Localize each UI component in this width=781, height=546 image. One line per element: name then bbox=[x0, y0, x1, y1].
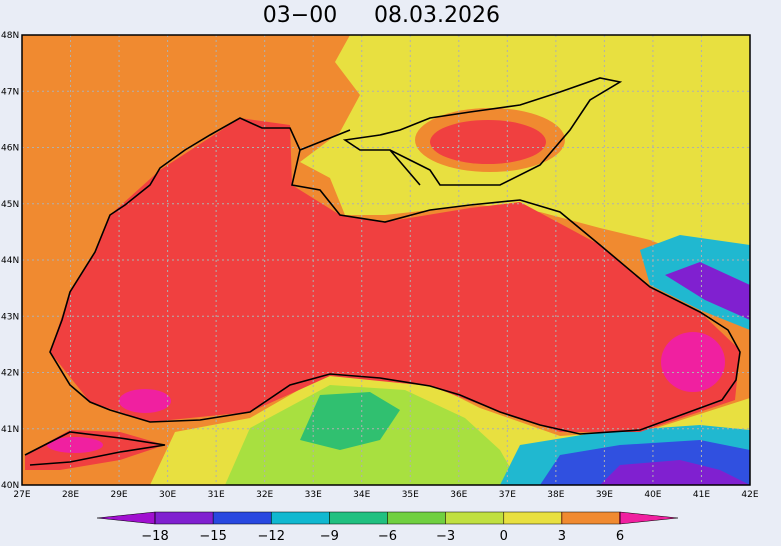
forecast-date: 08.03.2026 bbox=[374, 3, 500, 28]
colorbar-label: −12 bbox=[258, 529, 285, 544]
colorbar: −18 −15 −12 −9 −6 −3 0 3 6 bbox=[96, 511, 679, 544]
lat-label: 47N bbox=[1, 87, 19, 97]
lon-label: 40E bbox=[644, 490, 661, 500]
colorbar-segment bbox=[561, 512, 619, 524]
colorbar-segment bbox=[329, 512, 387, 524]
lat-label: 42N bbox=[1, 369, 19, 379]
lat-label: 40N bbox=[1, 481, 19, 491]
lat-label: 41N bbox=[1, 425, 19, 435]
lat-label: 46N bbox=[1, 144, 19, 154]
colorbar-label: −15 bbox=[199, 529, 226, 544]
colorbar-label: −6 bbox=[378, 529, 397, 544]
map-frame bbox=[21, 34, 751, 486]
colorbar-segment bbox=[387, 512, 445, 524]
field-magenta-marmara bbox=[47, 437, 103, 453]
colorbar-label: 0 bbox=[500, 529, 508, 544]
field-magenta-east bbox=[661, 332, 725, 392]
field-green bbox=[300, 392, 400, 450]
field-red-azov bbox=[430, 120, 546, 164]
forecast-time: 03−00 bbox=[263, 3, 337, 28]
lon-label: 30E bbox=[159, 490, 176, 500]
colorbar-label: −18 bbox=[141, 529, 168, 544]
colorbar-label: 6 bbox=[616, 529, 624, 544]
lon-label: 33E bbox=[305, 490, 322, 500]
lon-label: 39E bbox=[596, 490, 613, 500]
field-purple-east bbox=[600, 460, 750, 485]
lon-label: 35E bbox=[402, 490, 419, 500]
lat-label: 44N bbox=[1, 256, 19, 266]
colorbar-label: 3 bbox=[558, 529, 566, 544]
colorbar-segment bbox=[213, 512, 271, 524]
colorbar-segment bbox=[503, 512, 561, 524]
lon-label: 27E bbox=[13, 490, 30, 500]
colorbar-label: −9 bbox=[320, 529, 339, 544]
lon-label: 41E bbox=[693, 490, 710, 500]
lon-label: 32E bbox=[256, 490, 273, 500]
graticule bbox=[22, 35, 750, 485]
lon-label: 36E bbox=[450, 490, 467, 500]
lon-label: 29E bbox=[110, 490, 127, 500]
field-purple-ne bbox=[665, 262, 750, 320]
colorbar-segment bbox=[155, 512, 213, 524]
field-magenta-west bbox=[119, 389, 171, 413]
colorbar-segment bbox=[271, 512, 329, 524]
coastline bbox=[24, 77, 741, 466]
lon-label: 28E bbox=[62, 490, 79, 500]
lat-label: 43N bbox=[1, 312, 19, 322]
lon-label: 34E bbox=[353, 490, 370, 500]
lon-label: 42E bbox=[741, 490, 758, 500]
temperature-field bbox=[22, 35, 750, 485]
colorbar-label: −3 bbox=[436, 529, 455, 544]
lat-label: 48N bbox=[1, 31, 19, 41]
lon-label: 37E bbox=[499, 490, 516, 500]
lon-label: 31E bbox=[208, 490, 225, 500]
field-red-sea bbox=[50, 118, 740, 432]
lon-label: 38E bbox=[547, 490, 564, 500]
lat-label: 45N bbox=[1, 200, 19, 210]
colorbar-segment bbox=[445, 512, 503, 524]
